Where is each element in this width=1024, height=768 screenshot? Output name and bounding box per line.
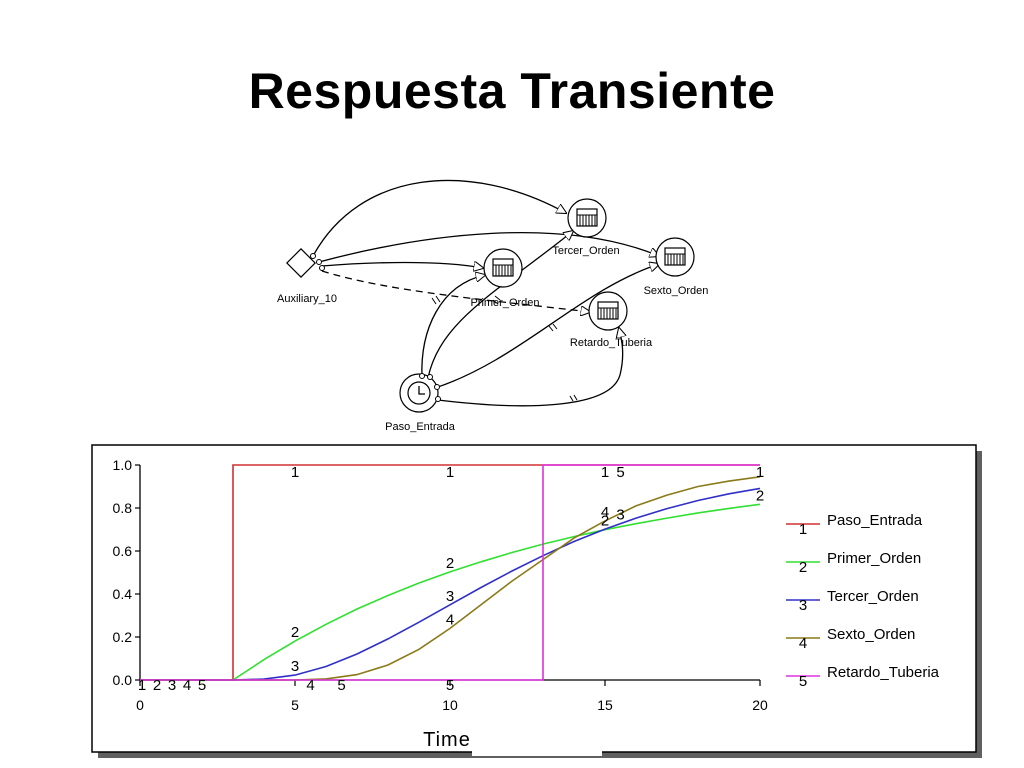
legend-marker-3: 3 (799, 597, 807, 614)
series-line-3 (140, 487, 761, 681)
y-tick-label: 1.0 (113, 457, 133, 473)
legend-label-1: Paso_Entrada (827, 512, 923, 529)
series-line-2 (140, 503, 761, 681)
xlabel-clip (472, 720, 602, 756)
y-tick-label: 0.8 (113, 500, 133, 516)
model-diagram: Auxiliary_10 Primer_Orden Tercer_Orden S… (277, 179, 709, 434)
series-marker-4: 4 (306, 677, 314, 694)
series-marker-1: 1 (291, 464, 299, 481)
node-sexto[interactable]: Sexto_Orden (644, 237, 709, 297)
arrow-paso-to-sexto (434, 264, 659, 389)
delay-block-icon (664, 247, 686, 266)
series-marker-2: 2 (153, 677, 161, 694)
delay-marks (431, 295, 578, 402)
arrow-auxiliary-to-retardo (321, 270, 590, 312)
auxiliary-label: Auxiliary_10 (277, 293, 337, 305)
legend-marker-5: 5 (799, 673, 807, 690)
node-auxiliary[interactable]: Auxiliary_10 (277, 248, 337, 305)
series-marker-2: 2 (601, 513, 609, 530)
series-marker-1: 1 (138, 677, 146, 694)
arrow-auxiliary-to-tercer (312, 179, 566, 257)
legend-marker-2: 2 (799, 559, 807, 576)
delay-block-icon (576, 208, 598, 227)
arrow-auxiliary-to-primer (321, 263, 483, 269)
series-marker-3: 3 (168, 677, 176, 694)
arrow-paso-to-primer (421, 275, 485, 379)
chart-frame (91, 444, 977, 753)
x-tick-label: 15 (597, 697, 613, 713)
legend-marker-1: 1 (799, 521, 807, 538)
series-line-5 (140, 464, 760, 681)
series-marker-2: 2 (291, 624, 299, 641)
clock-icon (407, 381, 431, 405)
y-tick-label: 0.0 (113, 672, 133, 688)
node-primer[interactable]: Primer_Orden (470, 248, 540, 309)
legend-label-3: Tercer_Orden (827, 588, 919, 605)
tercer-label: Tercer_Orden (552, 245, 619, 257)
series-marker-2: 2 (756, 487, 764, 504)
paso-label: Paso_Entrada (385, 421, 456, 433)
series-marker-3: 3 (291, 658, 299, 675)
delay-block-icon (597, 301, 619, 320)
series-marker-5: 5 (337, 677, 345, 694)
legend-label-5: Retardo_Tuberia (827, 664, 940, 681)
arrow-auxiliary-to-sexto (318, 231, 659, 263)
node-retardo[interactable]: Retardo_Tuberia (570, 291, 653, 349)
slide-title: Respuesta Transiente (248, 63, 776, 119)
sexto-label: Sexto_Orden (644, 285, 709, 297)
x-tick-label: 10 (442, 697, 458, 713)
arrow-paso-to-retardo (437, 328, 623, 407)
arrow-paso-to-tercer (427, 231, 573, 379)
series-marker-4: 4 (446, 611, 454, 628)
series-marker-1: 1 (756, 464, 764, 481)
y-tick-label: 0.2 (113, 629, 133, 645)
series-marker-4: 4 (183, 677, 191, 694)
series-marker-2: 2 (446, 555, 454, 572)
retardo-label: Retardo_Tuberia (570, 337, 653, 349)
y-tick-label: 0.4 (113, 586, 133, 602)
x-tick-label: 5 (291, 697, 299, 713)
auxiliary-diamond-icon (286, 248, 316, 278)
x-tick-label: 0 (136, 697, 144, 713)
delay-block-icon (492, 258, 514, 277)
series-marker-3: 3 (616, 507, 624, 524)
legend-label-4: Sexto_Orden (827, 626, 915, 643)
x-tick-label: 20 (752, 697, 768, 713)
series-marker-1: 1 (601, 464, 609, 481)
y-tick-label: 0.6 (113, 543, 133, 559)
legend-marker-4: 4 (799, 635, 807, 652)
series-marker-1: 1 (446, 464, 454, 481)
node-paso[interactable]: Paso_Entrada (385, 373, 456, 434)
node-tercer[interactable]: Tercer_Orden (552, 198, 620, 257)
x-axis-label: Time (423, 729, 471, 751)
connector-arrows (312, 179, 659, 407)
series-marker-3: 3 (446, 588, 454, 605)
legend-label-2: Primer_Orden (827, 550, 921, 567)
primer-label: Primer_Orden (470, 297, 539, 309)
series-marker-4: 4 (601, 504, 609, 521)
series-marker-5: 5 (616, 464, 624, 481)
series-marker-5: 5 (198, 677, 206, 694)
series-marker-5: 5 (446, 677, 454, 694)
chart-legend: 1 Paso_Entrada 2 Primer_Orden 3 Tercer_Orden 4… (786, 512, 940, 690)
